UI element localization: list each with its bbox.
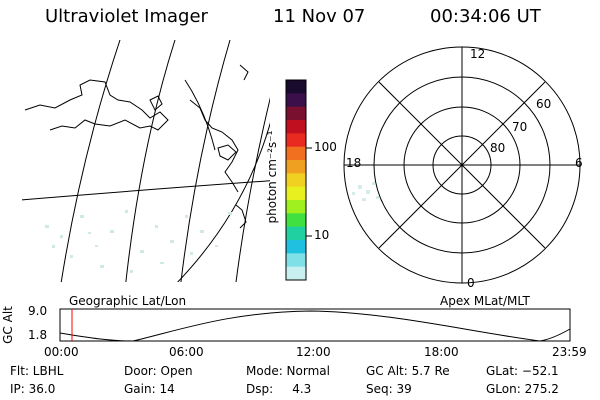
apex-caption: Apex MLat/MLT <box>440 294 530 308</box>
mlat-label-60: 60 <box>536 97 552 111</box>
colorbar-cell <box>286 266 306 281</box>
geo-caption: Geographic Lat/Lon <box>69 294 187 308</box>
mlt-label-12: 12 <box>470 47 486 61</box>
info-mode: Mode: Normal <box>246 364 330 378</box>
alt-x-tick-0: 00:00 <box>44 345 79 359</box>
aurora-speckle <box>45 210 232 273</box>
colorbar-frame <box>285 79 307 281</box>
alt-y-min: 1.8 <box>28 328 48 342</box>
info-ip: IP: 36.0 <box>10 382 56 396</box>
map-graticule <box>22 40 270 282</box>
colorbar-cell <box>286 80 306 94</box>
colorbar-cell <box>286 226 306 241</box>
mlt-label-0: 0 <box>467 276 475 290</box>
colorbar-cell <box>286 213 306 228</box>
mlt-label-6: 6 <box>575 156 583 170</box>
alt-y-label: GC Alt <box>1 306 15 344</box>
info-glon: GLon: 275.2 <box>486 382 559 396</box>
colorbar-cell <box>286 200 306 214</box>
instrument-title: Ultraviolet Imager <box>45 6 208 27</box>
date-label: 11 Nov 07 <box>273 6 366 27</box>
polar-aurora-speckle <box>352 182 379 201</box>
info-door: Door: Open <box>124 364 193 378</box>
colorbar-cell <box>286 240 306 254</box>
coastlines <box>24 64 249 229</box>
mlat-label-80: 80 <box>490 141 506 155</box>
colorbar-cell <box>286 186 306 201</box>
info-filter: Flt: LBHL <box>10 364 64 378</box>
colorbar-cell <box>286 173 306 188</box>
altitude-curve <box>59 310 571 342</box>
alt-x-tick-3: 18:00 <box>424 345 459 359</box>
info-seq: Seq: 39 <box>366 382 412 396</box>
info-dsp: Dsp: 4.3 <box>246 382 312 396</box>
colorbar-label-100: 100 <box>314 140 337 154</box>
colorbar-scale <box>286 80 306 281</box>
colorbar-cell <box>286 133 306 148</box>
time-label: 00:34:06 UT <box>430 6 541 27</box>
colorbar-cell <box>286 106 306 121</box>
colorbar-cell <box>286 160 306 174</box>
colorbar-cell <box>286 146 306 161</box>
alt-x-tick-2: 12:00 <box>296 345 331 359</box>
polar-diagonal-2 <box>378 81 546 249</box>
colorbar-cell <box>286 93 306 108</box>
info-gc-alt: GC Alt: 5.7 Re <box>366 364 450 378</box>
alt-x-tick-4: 23:59 <box>552 345 587 359</box>
mlt-label-18: 18 <box>346 156 362 170</box>
colorbar-cell <box>286 253 306 268</box>
colorbar-label-10: 10 <box>314 228 330 242</box>
alt-y-max: 9.0 <box>28 304 48 318</box>
info-glat: GLat: −52.1 <box>486 364 559 378</box>
altitude-frame <box>59 308 571 342</box>
info-gain: Gain: 14 <box>124 382 175 396</box>
mlat-label-70: 70 <box>512 120 528 134</box>
colorbar-cell <box>286 120 306 134</box>
alt-x-tick-1: 06:00 <box>169 345 204 359</box>
